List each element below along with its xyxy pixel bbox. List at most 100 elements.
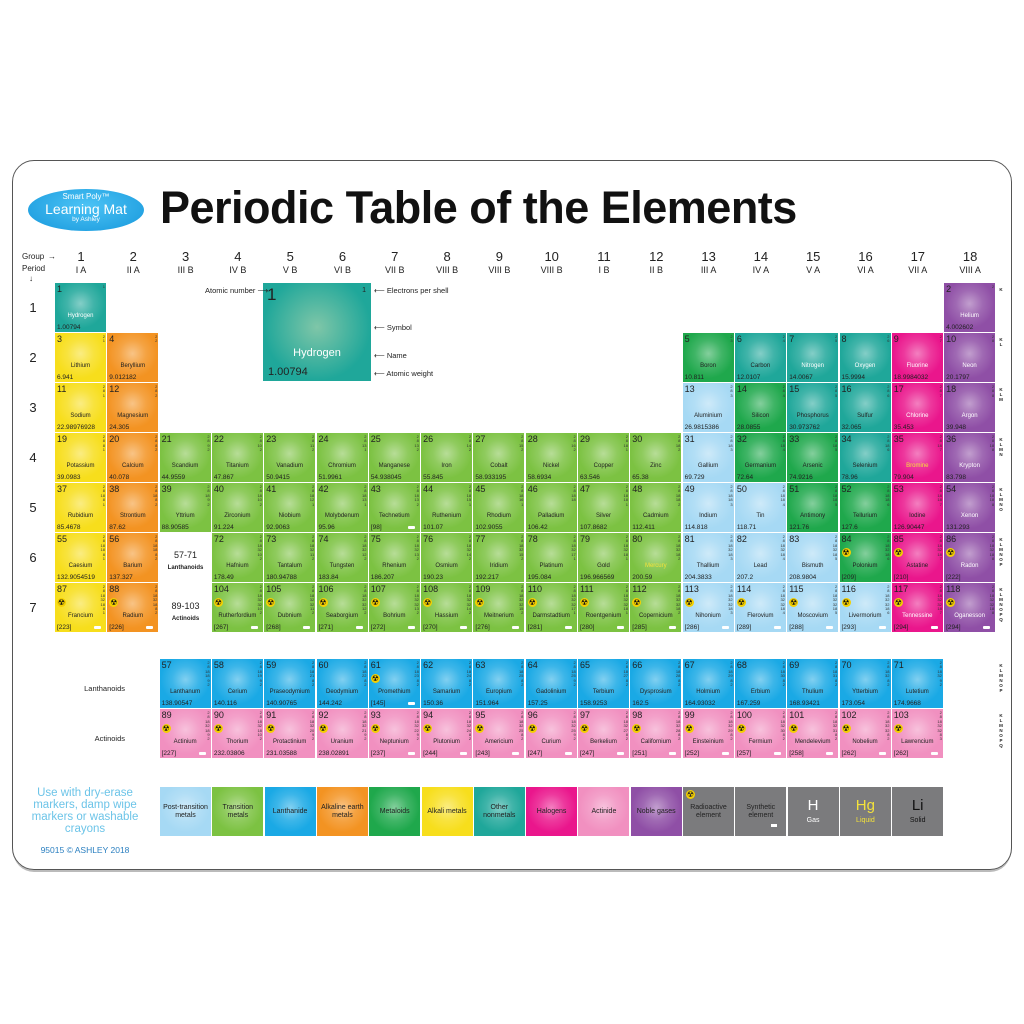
- element-uranium[interactable]: 92 2 8 18 32 21 9 2 Uranium 238.02891 ☢: [316, 709, 368, 758]
- element-neon[interactable]: 10 2 8 Neon 20.1797: [944, 333, 996, 382]
- element-boron[interactable]: 5 2 3 Boron 10.811: [682, 333, 734, 382]
- element-hydrogen[interactable]: 1 1 Hydrogen 1.00794: [55, 283, 106, 332]
- element-berkelium[interactable]: 97 2 8 18 32 27 8 2 Berkelium [247] ☢: [578, 709, 629, 758]
- element-darmstadtium[interactable]: 110 2 8 18 32 32 17 1 Darmstadtium [281] ☢: [525, 583, 577, 632]
- element-lithium[interactable]: 3 2 1 Lithium 6.941: [55, 333, 106, 382]
- element-radium[interactable]: 88 2 8 18 32 18 8 2 Radium [226] ☢: [107, 583, 159, 632]
- element-californium[interactable]: 98 2 8 18 32 28 8 2 Californium [251] ☢: [630, 709, 682, 758]
- element-osmium[interactable]: 76 2 8 18 32 14 2 Osmium 190.23: [421, 533, 473, 582]
- element-potassium[interactable]: 19 2 8 8 1 Potassium 39.0983: [55, 433, 106, 482]
- element-einsteinium[interactable]: 99 2 8 18 32 29 8 2 Einsteinium [252] ☢: [682, 709, 734, 758]
- element-bromine[interactable]: 35 2 8 18 7 Bromine 79.904: [891, 433, 943, 482]
- element-copernicium[interactable]: 112 2 8 18 32 32 18 2 Copernicium [285] ☢: [630, 583, 682, 632]
- element-mendelevium[interactable]: 101 2 8 18 32 31 8 2 Mendelevium [258] ☢: [787, 709, 839, 758]
- element-silver[interactable]: 47 2 8 18 18 1 Silver 107.8682: [578, 483, 629, 532]
- element-actinium[interactable]: 89 2 8 18 32 18 9 2 Actinium [227] ☢: [159, 709, 211, 758]
- element-zinc[interactable]: 30 2 8 18 2 Zinc 65.38: [630, 433, 682, 482]
- element-flerovium[interactable]: 114 2 8 18 32 32 18 4 Flerovium [289] ☢: [734, 583, 786, 632]
- element-nihonium[interactable]: 113 2 8 18 32 32 18 3 Nihonium [286] ☢: [682, 583, 734, 632]
- element-hassium[interactable]: 108 2 8 18 32 32 14 2 Hassium [270] ☢: [421, 583, 473, 632]
- element-dysprosium[interactable]: 66 2 8 18 28 8 2 Dysprosium 162.5: [630, 659, 682, 708]
- element-thulium[interactable]: 69 2 8 18 31 8 2 Thulium 168.93421: [787, 659, 839, 708]
- element-dubnium[interactable]: 105 2 8 18 32 32 11 2 Dubnium [268] ☢: [264, 583, 316, 632]
- element-tin[interactable]: 50 2 8 18 18 4 Tin 118.71: [734, 483, 786, 532]
- element-erbium[interactable]: 68 2 8 18 30 8 2 Erbium 167.259: [734, 659, 786, 708]
- element-oxygen[interactable]: 8 2 6 Oxygen 15.9994: [839, 333, 891, 382]
- element-helium[interactable]: 2 2 Helium 4.002602: [944, 283, 996, 332]
- element-tennessine[interactable]: 117 2 8 18 32 32 18 7 Tennessine [294] ☢: [891, 583, 943, 632]
- element-tantalum[interactable]: 73 2 8 18 32 11 2 Tantalum 180.94788: [264, 533, 316, 582]
- element-chromium[interactable]: 24 2 8 13 1 Chromium 51.9961: [316, 433, 368, 482]
- element-radon[interactable]: 86 2 8 18 32 18 8 Radon [222] ☢: [944, 533, 996, 582]
- element-germanium[interactable]: 32 2 8 18 4 Germanium 72.64: [734, 433, 786, 482]
- element-vanadium[interactable]: 23 2 8 11 2 Vanadium 50.9415: [264, 433, 316, 482]
- element-seaborgium[interactable]: 106 2 8 18 32 32 12 2 Seaborgium [271] ☢: [316, 583, 368, 632]
- element-technetium[interactable]: 43 2 8 18 13 2 Technetium [98]: [368, 483, 420, 532]
- element-arsenic[interactable]: 33 2 8 18 5 Arsenic 74.9216: [787, 433, 839, 482]
- element-roentgenium[interactable]: 111 2 8 18 32 32 18 1 Roentgenium [280] ☢: [578, 583, 629, 632]
- element-sulfur[interactable]: 16 2 8 6 Sulfur 32.065: [839, 383, 891, 432]
- element-curium[interactable]: 96 2 8 18 32 25 9 2 Curium [247] ☢: [525, 709, 577, 758]
- element-tellurium[interactable]: 52 2 8 18 18 6 Tellurium 127.6: [839, 483, 891, 532]
- element-iridium[interactable]: 77 2 8 18 32 15 2 Iridium 192.217: [473, 533, 525, 582]
- element-antimony[interactable]: 51 2 8 18 18 5 Antimony 121.76: [787, 483, 839, 532]
- element-holmium[interactable]: 67 2 8 18 29 8 2 Holmium 164.93032: [682, 659, 734, 708]
- element-indium[interactable]: 49 2 8 18 18 3 Indium 114.818: [682, 483, 734, 532]
- element-gadolinium[interactable]: 64 2 8 18 25 9 2 Gadolinium 157.25: [525, 659, 577, 708]
- element-thallium[interactable]: 81 2 8 18 32 18 3 Thallium 204.3833: [682, 533, 734, 582]
- element-astatine[interactable]: 85 2 8 18 32 18 7 Astatine [210] ☢: [891, 533, 943, 582]
- element-calcium[interactable]: 20 2 8 8 2 Calcium 40.078: [107, 433, 159, 482]
- element-thorium[interactable]: 90 2 8 18 32 18 10 2 Thorium 232.03806 ☢: [211, 709, 263, 758]
- element-scandium[interactable]: 21 2 8 9 2 Scandium 44.9559: [159, 433, 211, 482]
- element-meitnerium[interactable]: 109 2 8 18 32 32 15 2 Meitnerium [276] ☢: [473, 583, 525, 632]
- element-oganesson[interactable]: 118 2 8 18 32 32 18 8 Oganesson [294] ☢: [944, 583, 996, 632]
- element-aluminium[interactable]: 13 2 8 3 Aluminium 26.9815386: [682, 383, 734, 432]
- element-yttrium[interactable]: 39 2 8 18 9 2 Yttrium 88.90585: [159, 483, 211, 532]
- element-platinum[interactable]: 78 2 8 18 32 17 1 Platinum 195.084: [525, 533, 577, 582]
- element-rutherfordium[interactable]: 104 2 8 18 32 32 10 2 Rutherfordium [267] ☢: [211, 583, 263, 632]
- element-iron[interactable]: 26 2 8 14 2 Iron 55.845: [421, 433, 473, 482]
- element-molybdenum[interactable]: 42 2 8 18 13 1 Molybdenum 95.96: [316, 483, 368, 532]
- element-mercury[interactable]: 80 2 8 18 32 18 2 Mercury 200.59: [630, 533, 682, 582]
- element-tungsten[interactable]: 74 2 8 18 32 12 2 Tungsten 183.84: [316, 533, 368, 582]
- element-silicon[interactable]: 14 2 8 4 Silicon 28.0855: [734, 383, 786, 432]
- element-argon[interactable]: 18 2 8 8 Argon 39.948: [944, 383, 996, 432]
- element-nickel[interactable]: 28 2 8 16 2 Nickel 58.6934: [525, 433, 577, 482]
- element-protactinium[interactable]: 91 2 8 18 32 20 9 2 Protactinium 231.03588 ☢: [264, 709, 316, 758]
- element-lutetium[interactable]: 71 2 8 18 32 9 2 Lutetium 174.9668: [891, 659, 943, 708]
- element-niobium[interactable]: 41 2 8 18 12 1 Niobium 92.9063: [264, 483, 316, 532]
- element-strontium[interactable]: 38 2 8 18 8 2 Strontium 87.62: [107, 483, 159, 532]
- element-ytterbium[interactable]: 70 2 8 18 32 8 2 Ytterbium 173.054: [839, 659, 891, 708]
- element-beryllium[interactable]: 4 2 2 Beryllium 9.012182: [107, 333, 159, 382]
- element-cobalt[interactable]: 27 2 8 15 2 Cobalt 58.933195: [473, 433, 525, 482]
- element-praseodymium[interactable]: 59 2 8 18 21 8 2 Praseodymium 140.90765: [264, 659, 316, 708]
- element-europium[interactable]: 63 2 8 18 25 8 2 Europium 151.964: [473, 659, 525, 708]
- element-francium[interactable]: 87 2 8 18 32 18 8 1 Francium [223] ☢: [55, 583, 106, 632]
- element-promethium[interactable]: 61 2 8 18 23 8 2 Promethium [145] ☢: [368, 659, 420, 708]
- element-chlorine[interactable]: 17 2 8 7 Chlorine 35.453: [891, 383, 943, 432]
- element-phosphorus[interactable]: 15 2 8 5 Phosphorus 30.973762: [787, 383, 839, 432]
- element-lanthanum[interactable]: 57 2 8 18 18 9 2 Lanthanum 138.90547: [159, 659, 211, 708]
- element-livermorium[interactable]: 116 2 8 18 32 32 18 6 Livermorium [293] ☢: [839, 583, 891, 632]
- element-americium[interactable]: 95 2 8 18 32 25 8 2 Americium [243] ☢: [473, 709, 525, 758]
- element-nobelium[interactable]: 102 2 8 18 32 32 8 2 Nobelium [262] ☢: [839, 709, 891, 758]
- element-bismuth[interactable]: 83 2 8 18 32 18 5 Bismuth 208.9804: [787, 533, 839, 582]
- element-plutonium[interactable]: 94 2 8 18 32 24 8 2 Plutonium [244] ☢: [421, 709, 473, 758]
- element-carbon[interactable]: 6 2 4 Carbon 12.0107: [734, 333, 786, 382]
- element-moscovium[interactable]: 115 2 8 18 32 32 18 5 Moscovium [288] ☢: [787, 583, 839, 632]
- element-barium[interactable]: 56 2 8 18 18 8 2 Barium 137.327: [107, 533, 159, 582]
- element-nitrogen[interactable]: 7 2 5 Nitrogen 14.0067: [787, 333, 839, 382]
- element-bohrium[interactable]: 107 2 8 18 32 32 13 2 Bohrium [272] ☢: [368, 583, 420, 632]
- element-samarium[interactable]: 62 2 8 18 24 8 2 Samarium 150.36: [421, 659, 473, 708]
- element-rhodium[interactable]: 45 2 8 18 16 1 Rhodium 102.9055: [473, 483, 525, 532]
- element-ruthenium[interactable]: 44 2 8 18 15 1 Ruthenium 101.07: [421, 483, 473, 532]
- element-cadmium[interactable]: 48 2 8 18 18 2 Cadmium 112.411: [630, 483, 682, 532]
- element-gold[interactable]: 79 2 8 18 32 18 1 Gold 196.966569: [578, 533, 629, 582]
- element-rhenium[interactable]: 75 2 8 18 32 13 2 Rhenium 186.207: [368, 533, 420, 582]
- element-zirconium[interactable]: 40 2 8 18 10 2 Zirconium 91.224: [211, 483, 263, 532]
- element-fermium[interactable]: 100 2 8 18 32 30 8 2 Fermium [257] ☢: [734, 709, 786, 758]
- element-magnesium[interactable]: 12 2 8 2 Magnesium 24.305: [107, 383, 159, 432]
- element-iodine[interactable]: 53 2 8 18 18 7 Iodine 126.90447: [891, 483, 943, 532]
- element-terbium[interactable]: 65 2 8 18 27 8 2 Terbium 158.9253: [578, 659, 629, 708]
- element-gallium[interactable]: 31 2 8 18 3 Gallium 69.729: [682, 433, 734, 482]
